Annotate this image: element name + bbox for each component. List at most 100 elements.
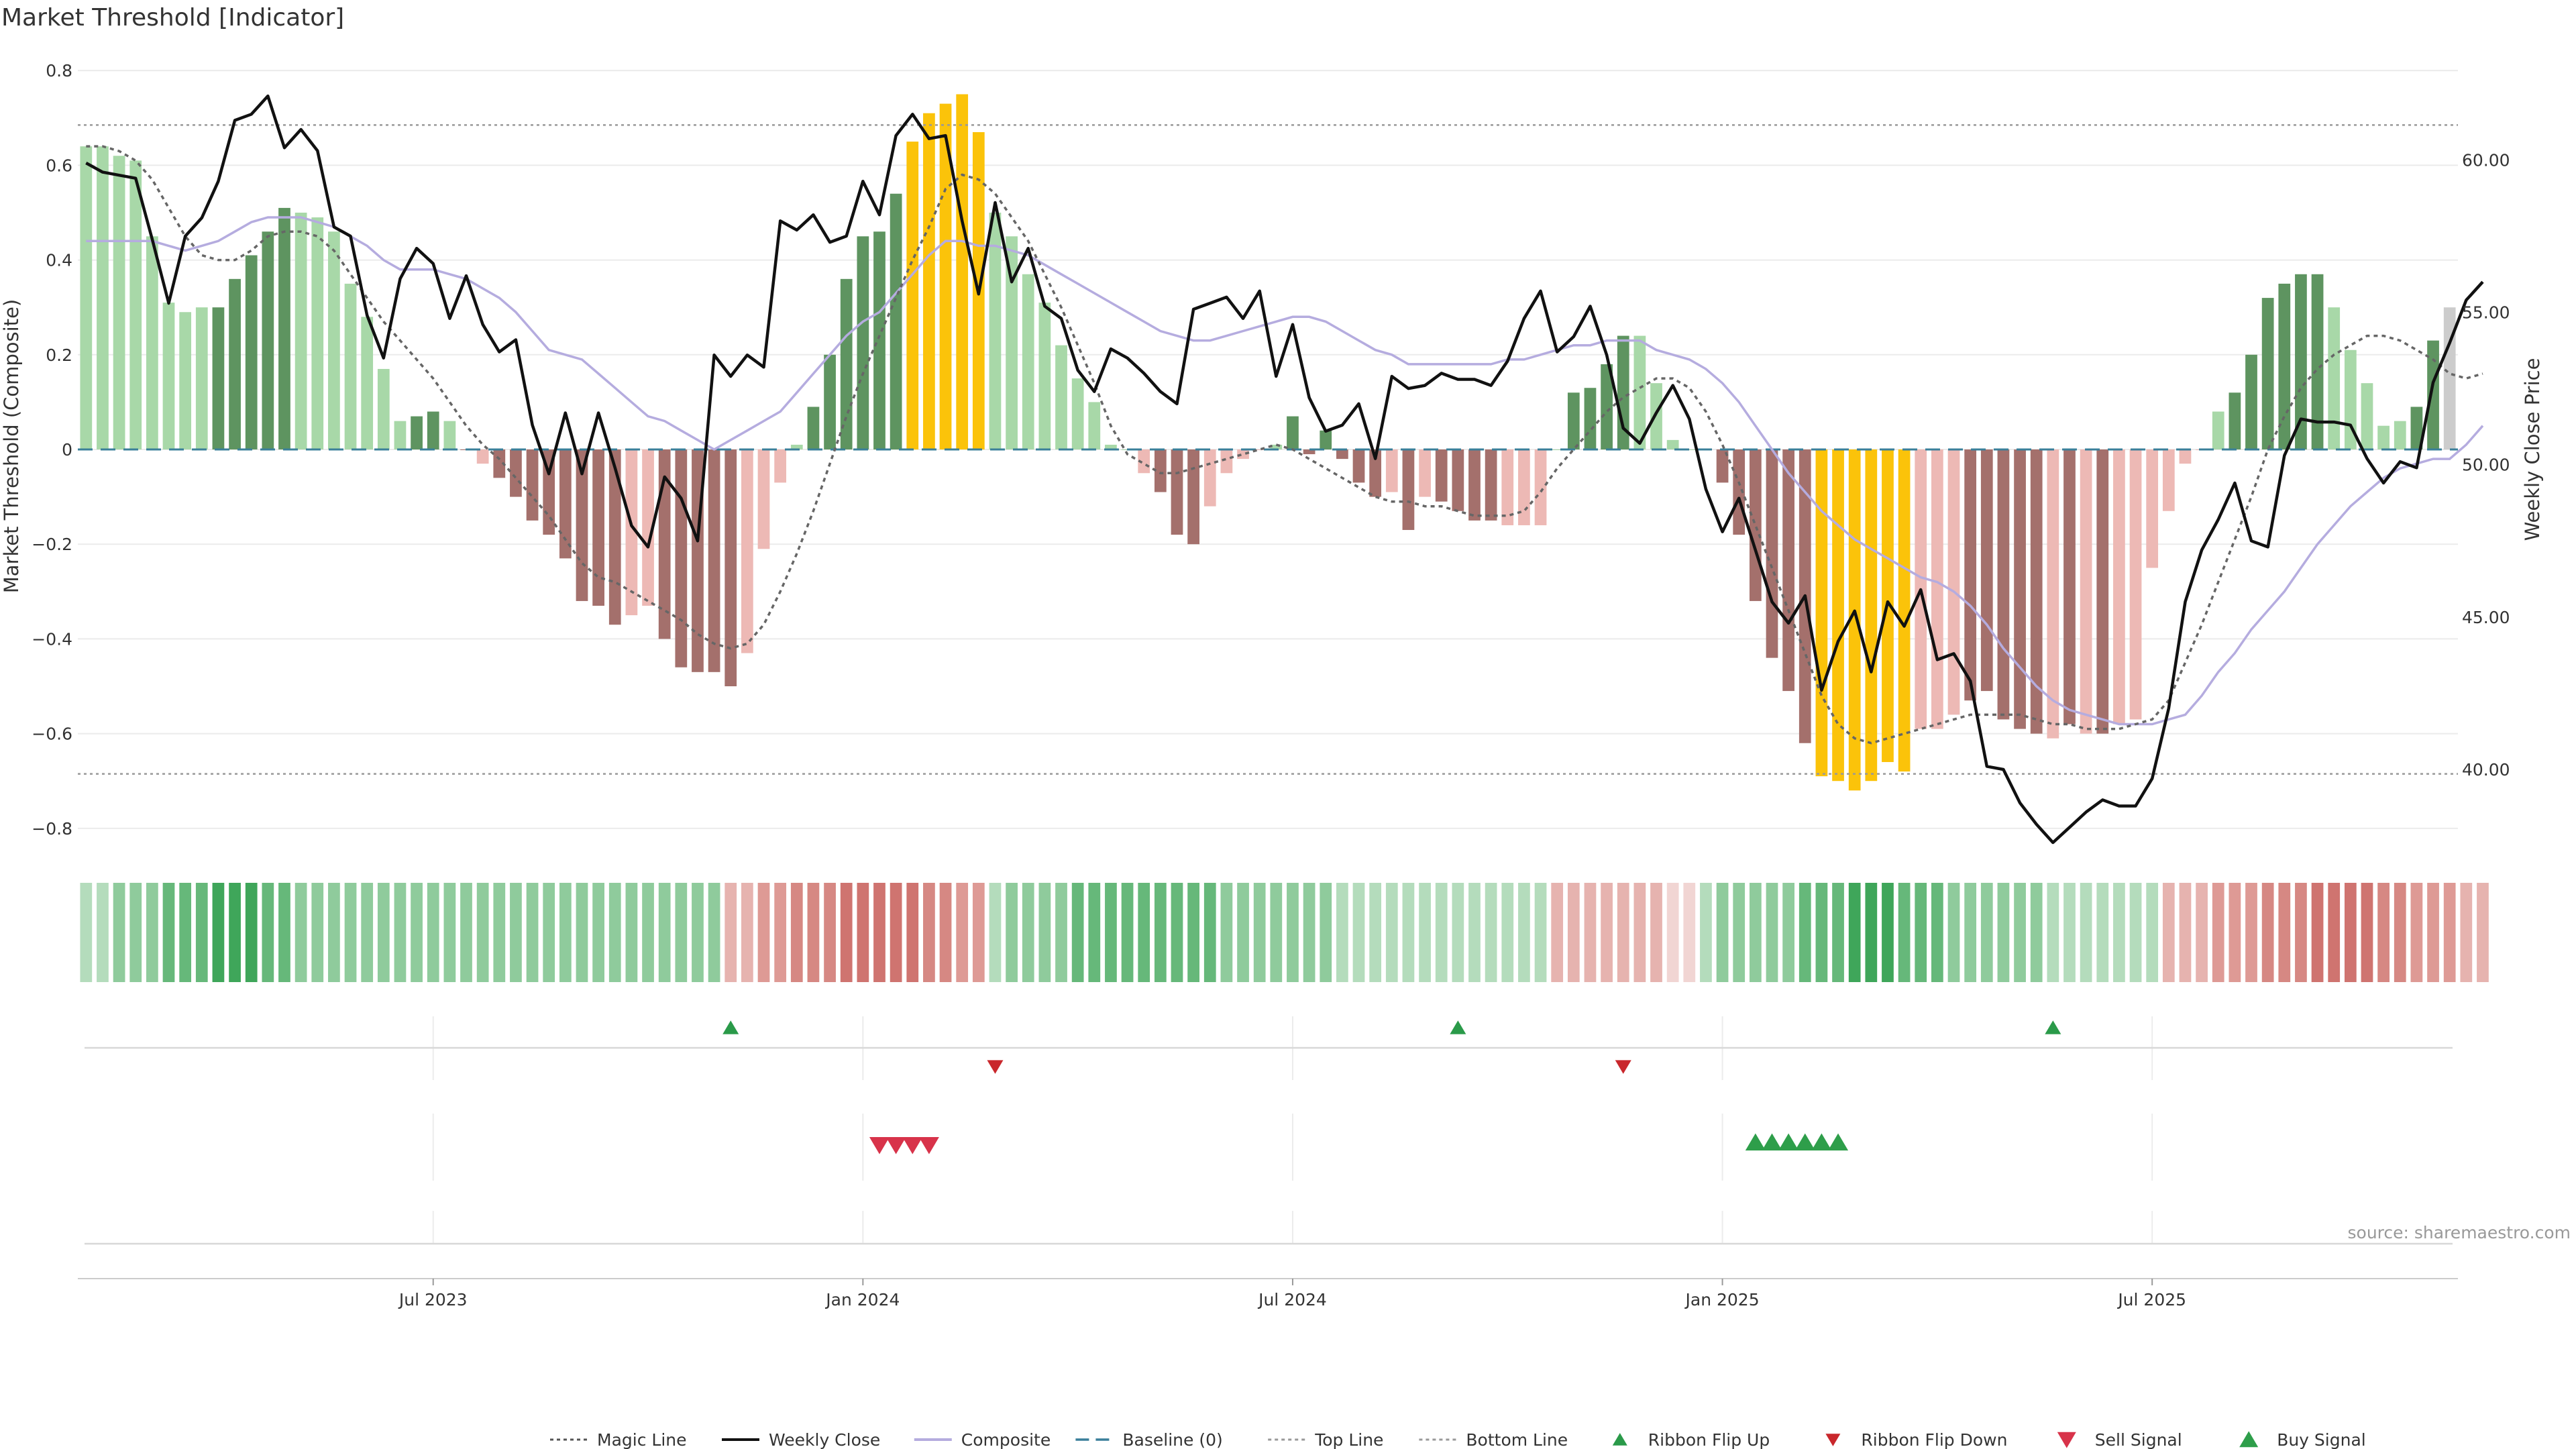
ribbon-cell [2229, 883, 2241, 982]
composite-bar [97, 146, 109, 449]
ribbon-cell [1898, 883, 1911, 982]
x-tick-label: Jul 2023 [398, 1290, 468, 1309]
ribbon-cell [2030, 883, 2043, 982]
ribbon-cell [1848, 883, 1861, 982]
ribbon-cell [344, 883, 357, 982]
ribbon-cell [526, 883, 539, 982]
ribbon-cell [1121, 883, 1134, 982]
composite-bar [2427, 340, 2439, 449]
ribbon-cell [1320, 883, 1332, 982]
composite-bar [2014, 449, 2026, 729]
composite-bar [1832, 449, 1844, 782]
ribbon-cell [642, 883, 654, 982]
chart-title: Market Threshold [Indicator] [1, 4, 344, 32]
y-tick-label: 0.6 [46, 156, 72, 175]
composite-bar [1601, 364, 1613, 449]
x-tick-label: Jan 2024 [824, 1290, 900, 1309]
ribbon-cell [1038, 883, 1051, 982]
composite-bar [1766, 449, 1778, 658]
ribbon-cell [692, 883, 704, 982]
ribbon-cell [229, 883, 241, 982]
ribbon-cell [2394, 883, 2406, 982]
buy-signal-marker [1778, 1133, 1799, 1150]
ribbon-cell [1171, 883, 1183, 982]
buy-signal-marker [1745, 1133, 1766, 1150]
ribbon-cell [1402, 883, 1415, 982]
composite-bar [1220, 449, 1233, 474]
ribbon-cell [162, 883, 175, 982]
composite-bar [642, 449, 654, 606]
composite-bar [1633, 335, 1646, 449]
composite-bar [1435, 449, 1448, 502]
composite-bar [2162, 449, 2175, 511]
ribbon-cell [2146, 883, 2159, 982]
ribbon-cell [658, 883, 671, 982]
composite-bar [675, 449, 688, 667]
composite-bar [1947, 449, 1960, 715]
ribbon-cell [113, 883, 125, 982]
composite-bar [377, 368, 390, 449]
ribbon-flip-up-marker [1450, 1020, 1466, 1034]
ribbon-cell [1452, 883, 1464, 982]
composite-bar [559, 449, 572, 559]
composite-bar [1419, 449, 1431, 497]
buy-signal-marker [1811, 1133, 1832, 1150]
ribbon-cell [1055, 883, 1067, 982]
legend-swatch [1612, 1433, 1627, 1446]
composite-bar [2261, 298, 2274, 449]
legend-label: Sell Signal [2095, 1430, 2182, 1449]
composite-bar [708, 449, 720, 672]
ribbon-flip-down-marker [987, 1060, 1004, 1074]
signal-markers [85, 1114, 2453, 1245]
ribbon-cell [1138, 883, 1150, 982]
ribbon-cell [741, 883, 753, 982]
composite-bar [824, 354, 836, 449]
composite-bar [1518, 449, 1530, 525]
legend-item: Ribbon Flip Down [1825, 1430, 2007, 1449]
ribbon-cell [262, 883, 274, 982]
legend-label: Weekly Close [769, 1430, 880, 1449]
composite-bar [989, 212, 1002, 449]
ribbon-cell [361, 883, 374, 982]
x-tick-label: Jan 2025 [1684, 1290, 1760, 1309]
composite-bar [2328, 307, 2341, 449]
composite-bar [1320, 430, 1332, 449]
ribbon-cell [790, 883, 803, 982]
composite-bar [2179, 449, 2192, 464]
y2-tick-label: 50.00 [2462, 455, 2510, 475]
ribbon-cell [1601, 883, 1613, 982]
composite-bar [146, 236, 158, 449]
ribbon-cell [1865, 883, 1878, 982]
ribbon-cell [2162, 883, 2175, 982]
legend-label: Magic Line [597, 1430, 687, 1449]
composite-bar [939, 103, 952, 449]
ribbon-cell [1419, 883, 1431, 982]
composite-bar [113, 156, 125, 449]
legend-item: Composite [914, 1430, 1051, 1449]
composite-bar [1485, 449, 1497, 521]
composite-bar [807, 407, 820, 449]
composite-bar [1865, 449, 1878, 782]
ribbon-cell [278, 883, 290, 982]
composite-bar [1253, 449, 1266, 450]
composite-bar [840, 278, 853, 449]
ribbon-cell [1022, 883, 1034, 982]
legend-swatch [2239, 1431, 2259, 1448]
composite-bar [344, 283, 357, 449]
composite-bar [1666, 439, 1679, 449]
composite-bar [1749, 449, 1762, 601]
ribbon-cell [1369, 883, 1382, 982]
composite-bar [294, 212, 307, 449]
ribbon-cell [1485, 883, 1497, 982]
composite-bar [1848, 449, 1861, 791]
legend-item: Top Line [1268, 1430, 1383, 1449]
ribbon-cell [1882, 883, 1894, 982]
composite-bar [1584, 388, 1597, 449]
ribbon-cell [493, 883, 506, 982]
ribbon-cell [559, 883, 572, 982]
ribbon-cell [2328, 883, 2341, 982]
ribbon-cell [1733, 883, 1746, 982]
ribbon-cell [2014, 883, 2026, 982]
composite-bar [956, 94, 969, 449]
